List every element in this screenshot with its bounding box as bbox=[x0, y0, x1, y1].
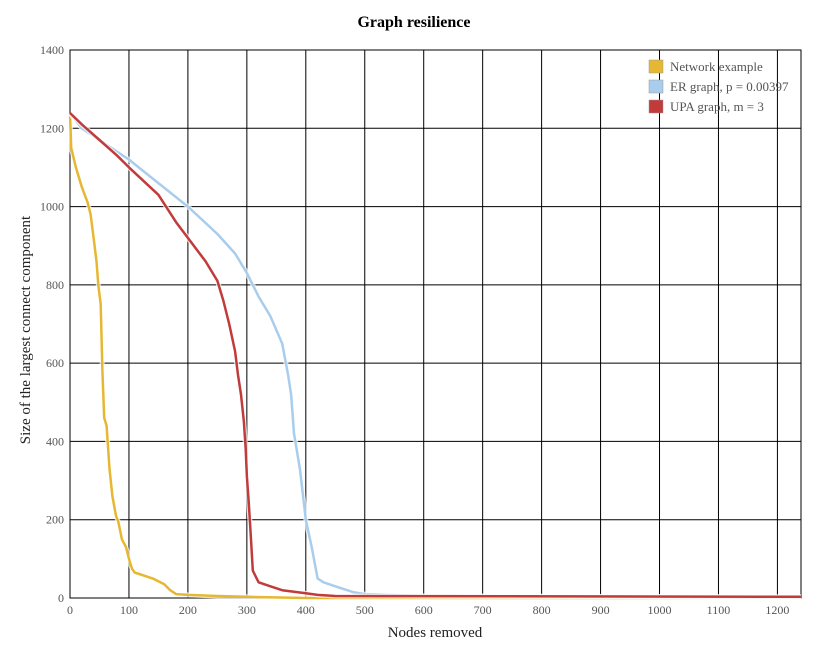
legend-swatch-1[interactable] bbox=[648, 79, 664, 94]
y-tick-label: 1200 bbox=[40, 121, 64, 135]
plot-area bbox=[69, 49, 802, 599]
y-tick-label: 200 bbox=[46, 513, 64, 527]
y-tick-label: 600 bbox=[46, 356, 64, 370]
x-tick-label: 800 bbox=[533, 603, 551, 617]
series-line-0 bbox=[68, 112, 801, 600]
series-line-2 bbox=[69, 112, 802, 599]
x-tick-labels: 0 100 200 300 400 500 600 700 800 900 1000 1100 1200 bbox=[67, 603, 789, 617]
x-tick-label: 300 bbox=[238, 603, 256, 617]
x-tick-label: 700 bbox=[474, 603, 492, 617]
y-tick-label: 0 bbox=[58, 591, 64, 605]
legend-swatch-2[interactable] bbox=[648, 99, 664, 114]
x-tick-label: 1000 bbox=[648, 603, 672, 617]
legend-label-0[interactable]: Network example bbox=[670, 59, 763, 74]
x-tick-label: 400 bbox=[297, 603, 315, 617]
x-tick-label: 200 bbox=[179, 603, 197, 617]
y-tick-label: 1000 bbox=[40, 200, 64, 214]
series-line-1 bbox=[69, 112, 802, 599]
legend-swatch-0[interactable] bbox=[648, 59, 664, 74]
x-tick-label: 600 bbox=[415, 603, 433, 617]
x-tick-label: 500 bbox=[356, 603, 374, 617]
chart-title: Graph resilience bbox=[357, 14, 470, 31]
legend[interactable]: Network example ER graph, p = 0.00397 UPA … bbox=[648, 59, 789, 114]
y-tick-labels: 0 200 400 600 800 1000 1200 1400 bbox=[40, 43, 64, 605]
x-tick-label: 100 bbox=[120, 603, 138, 617]
x-axis-title: Nodes removed bbox=[388, 625, 483, 641]
legend-label-1[interactable]: ER graph, p = 0.00397 bbox=[670, 79, 789, 94]
grid bbox=[70, 50, 801, 598]
y-axis-title: Size of the largest connect component bbox=[18, 215, 34, 444]
y-tick-label: 800 bbox=[46, 278, 64, 292]
x-tick-label: 0 bbox=[67, 603, 73, 617]
x-tick-label: 1100 bbox=[707, 603, 731, 617]
legend-label-2[interactable]: UPA graph, m = 3 bbox=[670, 99, 764, 114]
x-tick-label: 900 bbox=[592, 603, 610, 617]
x-tick-label: 1200 bbox=[765, 603, 789, 617]
y-tick-label: 400 bbox=[46, 434, 64, 448]
y-tick-label: 1400 bbox=[40, 43, 64, 57]
series-layer bbox=[67, 111, 802, 601]
